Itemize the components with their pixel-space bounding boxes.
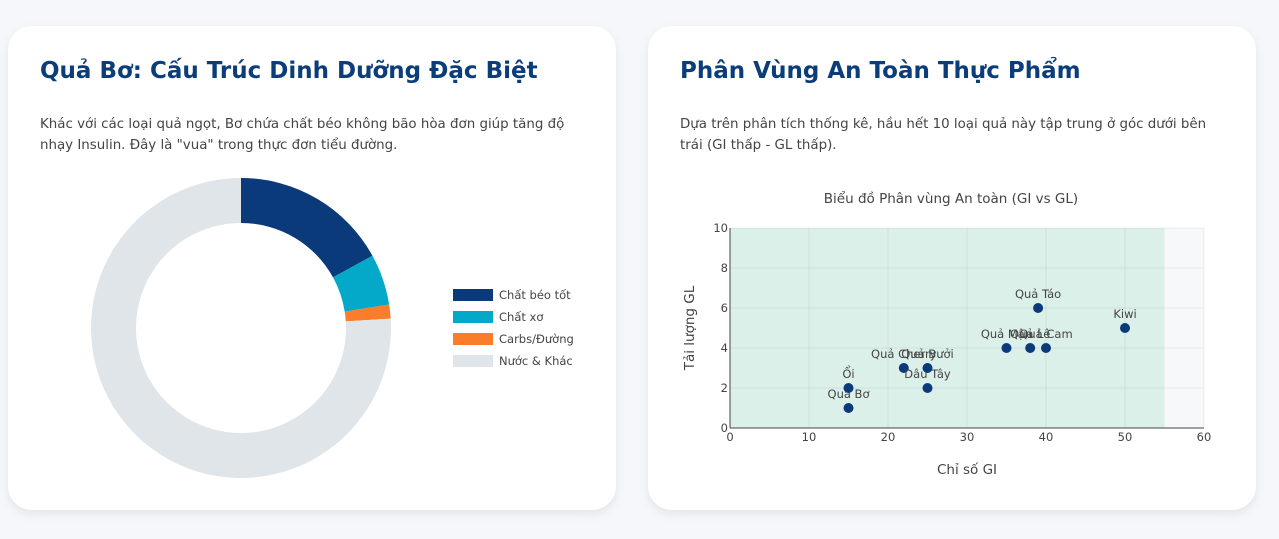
point-label: Dâu Tây [904,367,951,381]
safe-zone [730,228,1165,428]
card-description: Khác với các loại quả ngọt, Bơ chứa chất… [40,117,565,153]
card-title: Phân Vùng An Toàn Thực Phẩm [680,58,1081,84]
y-tick-label: 2 [721,381,728,395]
y-tick-label: 8 [721,261,728,275]
donut-segment [344,304,391,322]
y-tick-label: 6 [721,301,728,315]
x-tick-label: 60 [1197,430,1212,444]
legend-label: Chất béo tốt [499,288,571,302]
point-label: Quả Cherry [871,347,937,361]
donut-segment [333,255,390,312]
data-point [1033,303,1044,313]
x-tick-label: 40 [1039,430,1054,444]
donut-segment [91,178,391,478]
donut-segment [241,178,373,278]
legend-swatch [453,311,493,323]
legend-swatch [453,289,493,301]
point-label: Quả Cam [1019,327,1072,341]
data-point [922,363,933,373]
data-point [843,403,854,413]
x-tick-label: 0 [726,430,733,444]
y-tick-label: 4 [721,341,728,355]
y-tick-label: 10 [713,221,728,235]
y-axis-title: Tải lượng GL [682,285,698,371]
point-label: Quả Mận [981,327,1032,341]
data-point [1025,343,1036,353]
x-tick-label: 30 [960,430,975,444]
x-axis-title: Chỉ số GI [937,461,997,478]
x-tick-label: 10 [802,430,817,444]
data-point [1001,343,1012,353]
data-point [843,383,854,393]
donut-chart: Chất béo tốt Chất xơ Carbs/Đường Nước & Khá… [91,178,574,478]
x-tick-label: 50 [1118,430,1133,444]
card-description: Dựa trên phân tích thống kê, hầu hết 10 … [680,117,1207,153]
scatter-chart: Biểu đồ Phân vùng An toàn (GI vs GL) Chỉ … [682,190,1212,478]
x-tick-label: 20 [881,430,896,444]
legend-label: Nước & Khác [499,354,573,368]
chart-title: Biểu đồ Phân vùng An toàn (GI vs GL) [824,190,1078,207]
data-point [1120,323,1130,333]
data-point [922,383,933,393]
point-label: Quả Bơ [828,387,870,401]
legend-label: Carbs/Đường [499,332,574,346]
data-point [1041,343,1051,353]
legend-swatch [453,333,493,345]
point-label: Quả Bưởi [901,347,953,361]
point-label: Ổi [842,365,854,381]
card-title: Quả Bơ: Cấu Trúc Dinh Dưỡng Đặc Biệt [40,58,538,84]
y-tick-label: 0 [721,421,728,435]
data-point [898,363,909,373]
legend-swatch [453,355,493,367]
point-label: Kiwi [1113,307,1136,321]
point-label: Quả Lê [1010,327,1050,341]
point-label: Quả Táo [1015,287,1061,301]
legend-label: Chất xơ [499,310,543,324]
